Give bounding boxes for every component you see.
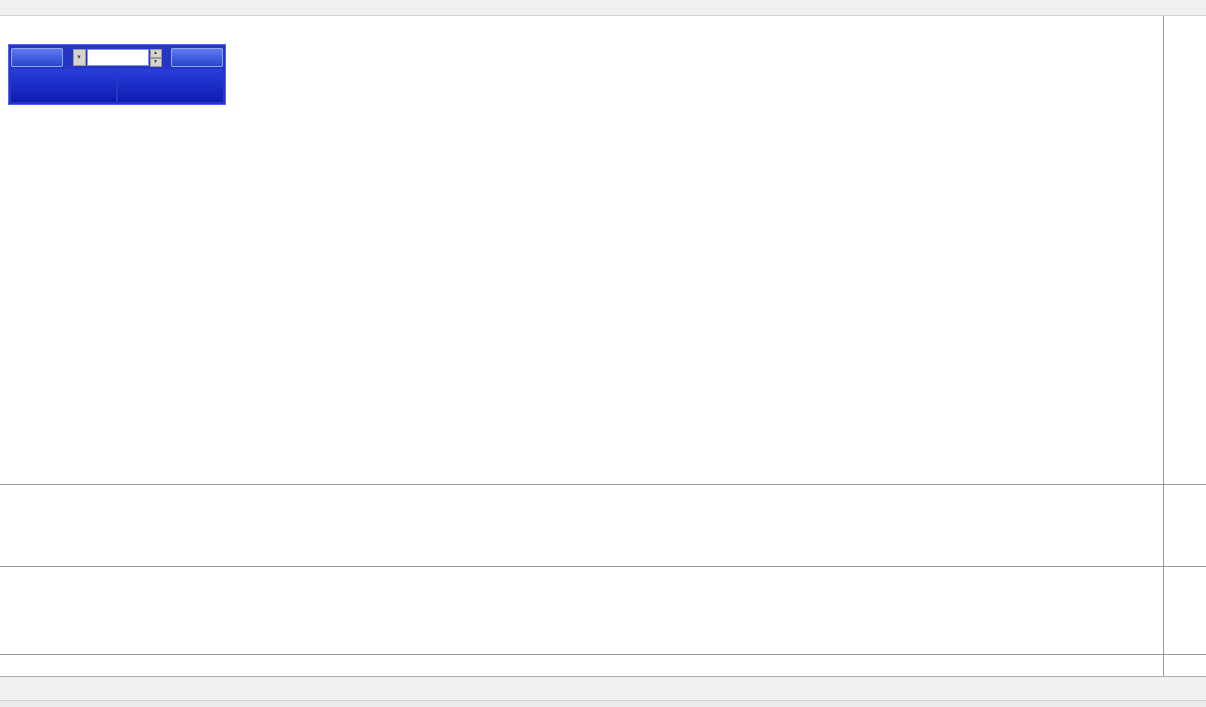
volume-control: ▾ ▲ ▼: [65, 48, 169, 67]
chart-tabbar: [0, 676, 1206, 700]
macd-indicator-label: [6, 489, 18, 500]
volume-down-button[interactable]: ▼: [149, 57, 162, 67]
buy-button[interactable]: [171, 47, 223, 67]
sell-button[interactable]: [11, 47, 63, 67]
rsi-axis-divider: [0, 654, 1206, 655]
volume-input[interactable]: [86, 48, 149, 66]
volume-up-button[interactable]: ▲: [149, 48, 162, 58]
one-click-trading-panel: ▾ ▲ ▼: [8, 44, 226, 105]
timeframe-toolbar: [0, 0, 1206, 16]
macd-rsi-divider: [0, 566, 1206, 567]
bottom-strip: [0, 700, 1206, 707]
price-scale-border: [1163, 16, 1164, 676]
buy-price-display[interactable]: [118, 69, 223, 102]
rsi-indicator-label: [6, 571, 14, 582]
volume-dropdown-button[interactable]: ▾: [72, 48, 86, 66]
price-macd-divider: [0, 484, 1206, 485]
chart-ohlc-info: [8, 25, 26, 37]
chart-canvas[interactable]: [0, 16, 1206, 676]
volume-spinner: ▲ ▼: [149, 48, 162, 67]
sell-price-display[interactable]: [11, 69, 116, 102]
